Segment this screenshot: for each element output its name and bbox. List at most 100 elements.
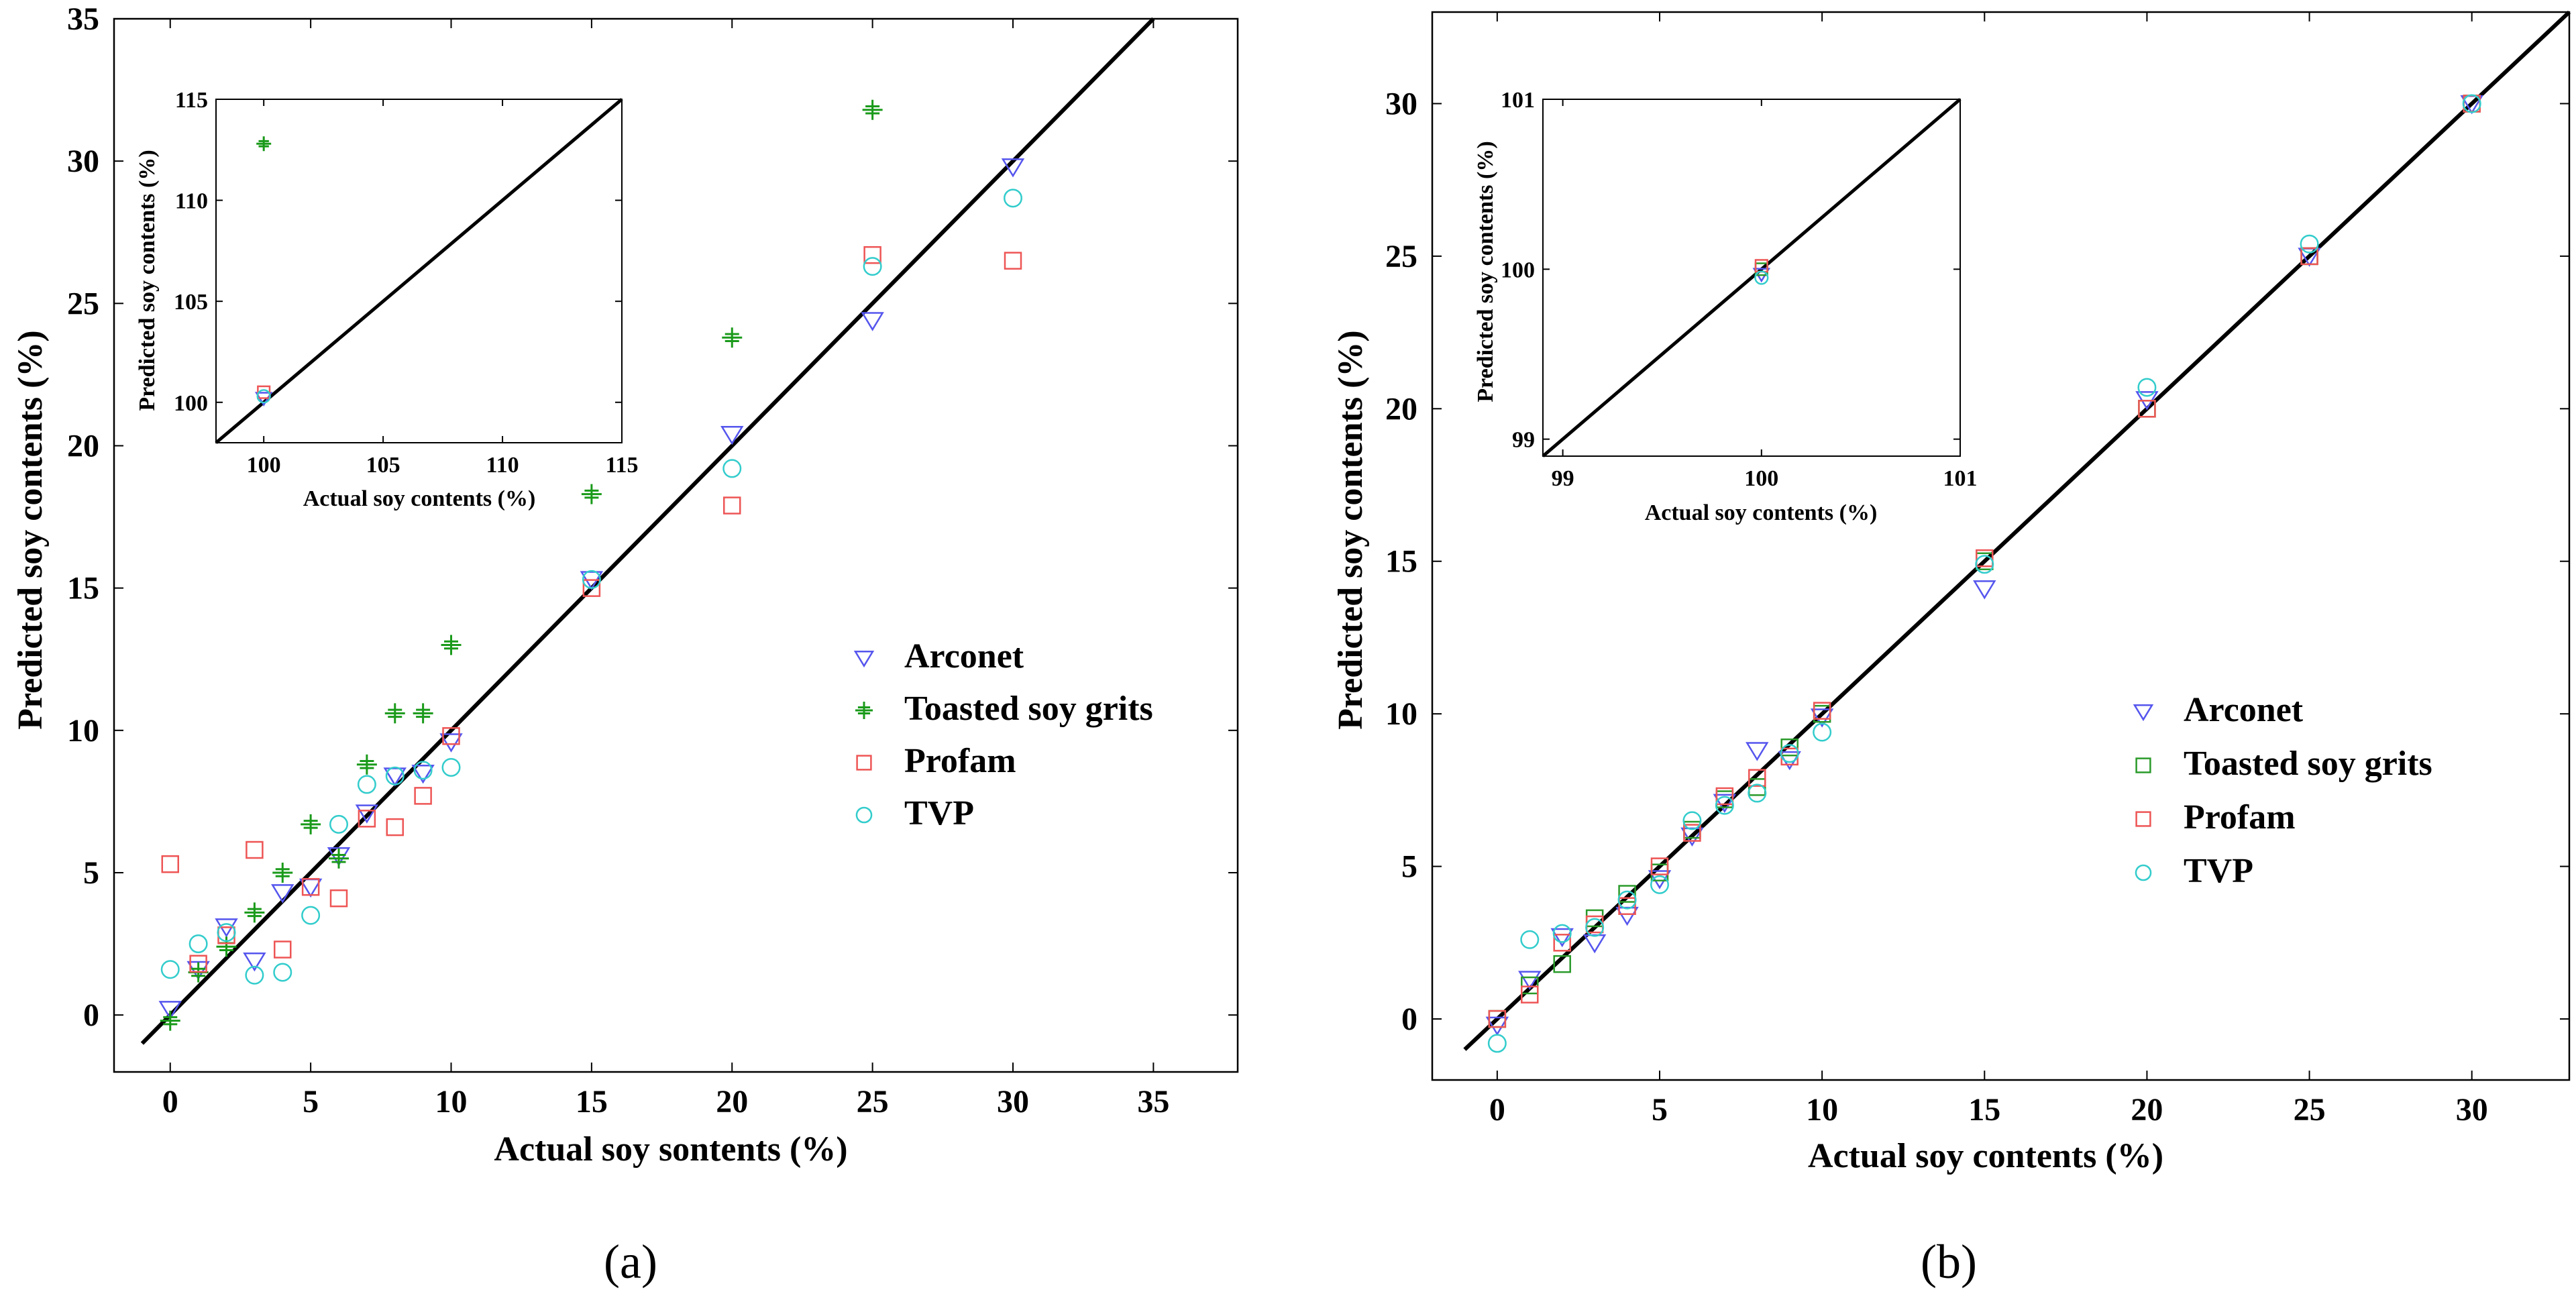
panel-b-point-tvp bbox=[2462, 94, 2481, 113]
panel-b: 0 5 10 15 20 25 30 0 5 10 15 20 25 30 Actual soy cont… bbox=[1332, 10, 2571, 1289]
panel-a-y-tick-label: 10 bbox=[67, 713, 99, 749]
panel-b-point-arconet bbox=[1778, 751, 1801, 771]
panel-b-point-arconet bbox=[1518, 971, 1542, 990]
panel-b-point-arconet bbox=[1485, 1016, 1509, 1036]
panel-a-inset-y-tick-label: 105 bbox=[174, 290, 208, 315]
panel-a-point-arconet bbox=[243, 953, 266, 972]
panel-b-legend-label: Arconet bbox=[2184, 691, 2304, 729]
panel-b-x-tick-label: 30 bbox=[2456, 1092, 2488, 1128]
panel-b-point-tvp bbox=[1617, 890, 1637, 910]
panel-b-point-profam bbox=[2300, 247, 2318, 266]
panel-a-point-profam bbox=[358, 810, 376, 828]
panel-a-point-toasted-soy-grits bbox=[329, 848, 349, 869]
panel-a-point-tvp bbox=[722, 459, 742, 478]
panel-b-point-profam bbox=[1813, 702, 1831, 720]
panel-b-point-profam bbox=[1650, 857, 1669, 875]
panel-b-series-tvp bbox=[1487, 94, 2481, 1053]
panel-b-point-tvp bbox=[1520, 930, 1540, 949]
panel-a-legend-item-profam: Profam bbox=[856, 742, 1016, 780]
panel-b-inset-x-tick-label: 99 bbox=[1552, 466, 1574, 491]
panel-b-point-tvp bbox=[1975, 555, 1994, 574]
panel-b-inset-identity-line bbox=[1542, 98, 1962, 457]
panel-a-series-tvp bbox=[160, 188, 1022, 985]
panel-a-legend-marker-tvp bbox=[855, 806, 873, 824]
panel-a-legend-item-arconet: Arconet bbox=[853, 637, 1024, 675]
panel-b-inset: 99 100 101 99 100 101 bbox=[1501, 88, 1978, 491]
panel-a-legend-label: TVP bbox=[904, 794, 974, 832]
panel-b-point-profam bbox=[1683, 824, 1701, 842]
panel-a-point-arconet bbox=[720, 426, 744, 445]
panel-a-inset-y-tick-label: 110 bbox=[175, 189, 208, 214]
panel-a-x-tick-label: 15 bbox=[576, 1084, 608, 1120]
panel-b-point-arconet bbox=[1746, 742, 1769, 761]
panel-b-point-profam bbox=[1976, 549, 1994, 567]
panel-b-point-tvp bbox=[1552, 924, 1572, 943]
panel-b-legend-label: Profam bbox=[2184, 798, 2296, 836]
panel-a-point-toasted-soy-grits bbox=[301, 814, 321, 834]
panel-b-y-tick-label: 25 bbox=[1385, 239, 1417, 274]
panel-a-point-profam bbox=[274, 940, 292, 959]
panel-b-x-tick-label: 25 bbox=[2294, 1092, 2326, 1128]
panel-a-point-tvp bbox=[1004, 188, 1022, 208]
panel-b-x-tick-label: 20 bbox=[2131, 1092, 2163, 1128]
panel-b-point-arconet bbox=[1615, 906, 1639, 926]
panel-b-point-tvp bbox=[1650, 875, 1669, 894]
panel-b-y-tick-label: 15 bbox=[1385, 544, 1417, 580]
panel-a-point-arconet bbox=[1001, 158, 1025, 178]
panel-a-series-toasted-soy-grits bbox=[160, 99, 883, 1031]
panel-a-point-tvp bbox=[160, 960, 180, 979]
panel-b-plot: 0 5 10 15 20 25 30 0 5 10 15 20 25 30 bbox=[1385, 10, 2571, 1128]
panel-b-point-tvp bbox=[1715, 796, 1734, 815]
panel-a-inset-identity-line bbox=[215, 98, 623, 444]
panel-b-x-tick-label: 15 bbox=[1968, 1092, 2000, 1128]
panel-b-point-toasted-soy-grits bbox=[1748, 778, 1766, 796]
panel-a-point-tvp bbox=[441, 757, 461, 777]
panel-a-point-toasted-soy-grits bbox=[441, 635, 462, 655]
panel-b-point-arconet bbox=[1680, 827, 1704, 847]
panel-a-x-tick-label: 0 bbox=[162, 1084, 178, 1120]
panel-a-point-toasted-soy-grits bbox=[160, 1010, 180, 1031]
panel-a-y-tick-label: 20 bbox=[67, 428, 99, 464]
panel-a-y-tick-label: 25 bbox=[67, 286, 99, 321]
panel-a-inset-ylabel: Predicted soy contents (%) bbox=[135, 150, 160, 411]
panel-a-point-tvp bbox=[413, 761, 433, 780]
panel-a-point-profam bbox=[863, 246, 881, 264]
panel-b-point-tvp bbox=[1780, 744, 1799, 763]
panel-a-point-arconet bbox=[383, 767, 407, 787]
panel-b-y-tick-label: 0 bbox=[1401, 1001, 1417, 1037]
panel-a-inset-point-tvp bbox=[256, 389, 271, 404]
panel-a-point-profam bbox=[386, 818, 404, 836]
panel-b-legend-item-tvp: TVP bbox=[2135, 852, 2253, 890]
panel-a-point-toasted-soy-grits bbox=[216, 936, 237, 957]
panel-a-point-profam bbox=[442, 727, 460, 745]
panel-a-point-tvp bbox=[582, 570, 601, 589]
panel-a-inset-x-tick-label: 100 bbox=[247, 453, 281, 478]
panel-b-point-profam bbox=[1521, 985, 1539, 1004]
panel-b-x-tick-label: 0 bbox=[1489, 1092, 1505, 1128]
panel-b-point-profam bbox=[1488, 1010, 1507, 1028]
panel-b-inset-y-tick-label: 99 bbox=[1512, 428, 1535, 453]
panel-b-ylabel: Predicted soy contents (%) bbox=[1332, 330, 1370, 730]
panel-a-inset-series-toasted-soy-grits bbox=[256, 136, 272, 152]
panel-b-point-toasted-soy-grits bbox=[1780, 738, 1799, 757]
panel-b-point-profam bbox=[1715, 787, 1734, 806]
panel-a-point-profam bbox=[161, 855, 179, 873]
panel-a-point-tvp bbox=[385, 766, 405, 786]
panel-a-legend-item-tvp: TVP bbox=[855, 794, 974, 832]
panel-b-inset-series-tvp bbox=[1754, 270, 1769, 285]
panel-a-point-profam bbox=[414, 787, 432, 805]
panel-a-identity-line bbox=[140, 17, 1155, 1045]
panel-b-point-toasted-soy-grits bbox=[1521, 976, 1539, 995]
panel-a-x-tick-label: 10 bbox=[435, 1084, 468, 1120]
panel-a-legend-marker-arconet bbox=[853, 651, 875, 668]
panel-b-point-profam bbox=[1618, 897, 1636, 915]
panel-b-inset-y-tick-label: 100 bbox=[1501, 258, 1535, 282]
panel-a-y-tick-label: 5 bbox=[83, 855, 99, 891]
panel-a-point-arconet bbox=[271, 884, 294, 904]
panel-b-legend-item-toasted-soy-grits: Toasted soy grits bbox=[2135, 745, 2432, 783]
panel-a-point-toasted-soy-grits bbox=[581, 484, 602, 504]
panel-a-inset-point-profam bbox=[257, 385, 271, 399]
panel-b-point-arconet bbox=[1810, 708, 1834, 728]
panel-a-point-tvp bbox=[189, 934, 208, 954]
panel-b-point-arconet bbox=[1973, 580, 1996, 600]
